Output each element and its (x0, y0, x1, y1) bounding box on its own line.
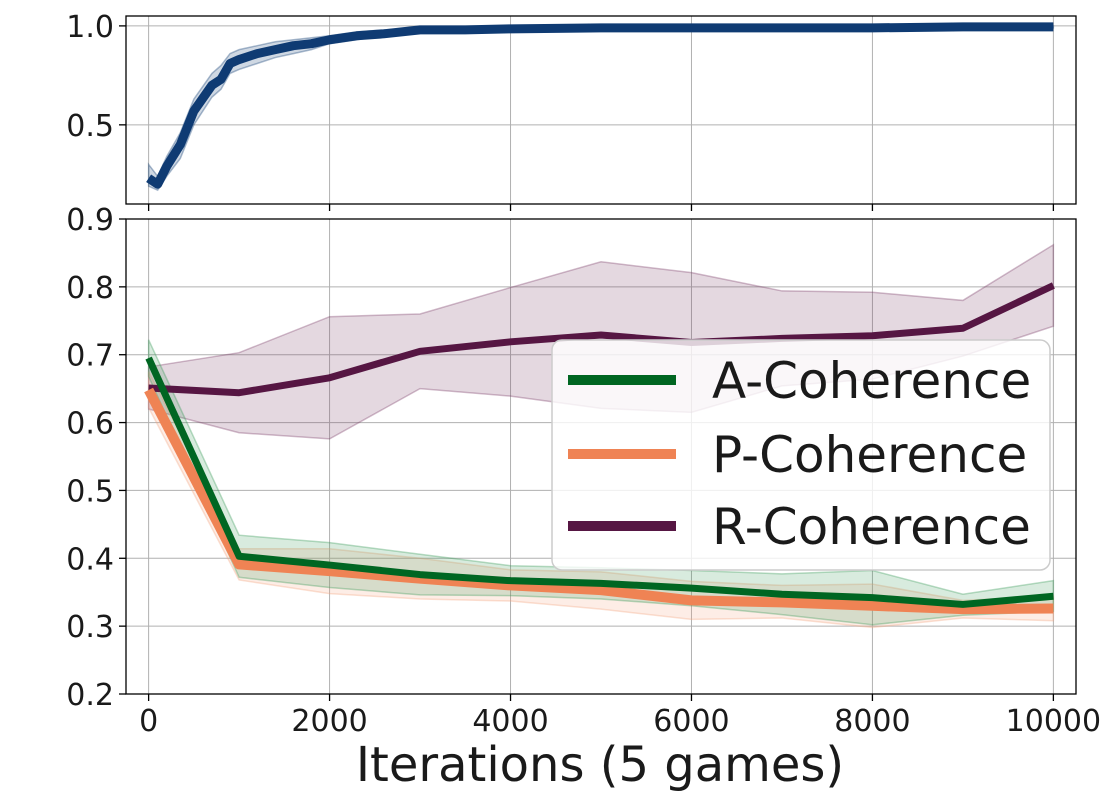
bottom-y-tick-label-7: 0.9 (66, 203, 114, 238)
bottom-x-tick-label-2: 4000 (472, 704, 548, 739)
bottom-x-tick-label-4: 8000 (834, 704, 910, 739)
legend: A-Coherence P-Coherence R-Coherence (551, 339, 1051, 571)
legend-box (551, 339, 1051, 571)
bottom-x-tick-label-0: 0 (139, 704, 158, 739)
bottom-y-tick-label-2: 0.4 (66, 542, 114, 577)
bottom-x-tick-label-3: 6000 (653, 704, 729, 739)
bottom-y-tick-label-4: 0.6 (66, 407, 114, 442)
bottom-y-tick-label-6: 0.8 (66, 271, 114, 306)
r-coherence-line (148, 282, 1055, 397)
p-coherence-band (147, 371, 1055, 629)
legend-label-p-coherence: P-Coherence (712, 426, 1027, 484)
bottom-y-tick-label-5: 0.7 (66, 339, 114, 374)
top-series-line (146, 22, 1054, 189)
x-axis-title: Iterations (5 games) (356, 737, 844, 793)
legend-label-r-coherence: R-Coherence (712, 498, 1031, 556)
bottom-y-tick-label-1: 0.3 (66, 610, 114, 645)
top-y-tick-label-0: 0.5 (66, 109, 114, 144)
top-y-tick-label-1: 1.0 (66, 10, 114, 45)
bottom-x-tick-label-5: 10000 (1006, 704, 1100, 739)
p-coherence-line (144, 387, 1054, 615)
legend-label-a-coherence: A-Coherence (712, 352, 1031, 410)
bottom-y-tick-label-3: 0.5 (66, 474, 114, 509)
bottom-y-tick-label-0: 0.2 (66, 678, 114, 713)
top-panel: 0.5 1.0 (66, 10, 1077, 211)
bottom-x-tick-label-1: 2000 (291, 704, 367, 739)
a-coherence-line (145, 356, 1054, 608)
bottom-frame (125, 218, 1077, 695)
top-frame (125, 15, 1077, 205)
